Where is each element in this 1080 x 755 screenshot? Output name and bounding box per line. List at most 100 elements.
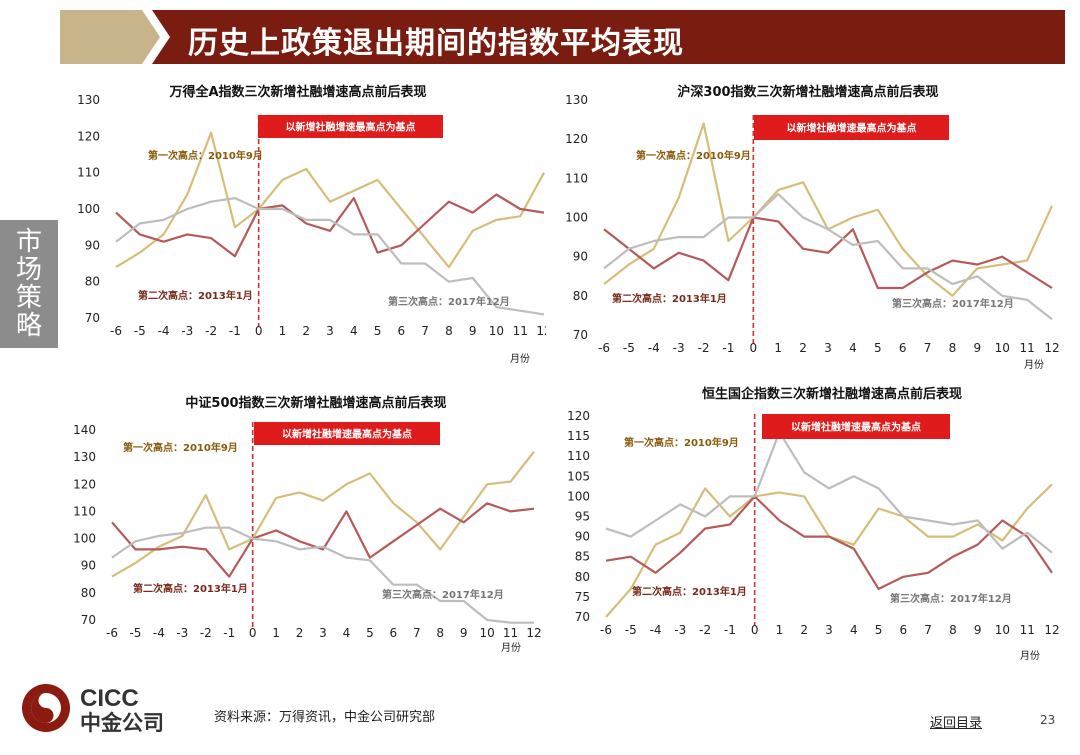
peak-annotation-3: 第三次高点：2017年12月 (382, 588, 504, 601)
y-tick-label: 130 (73, 450, 96, 464)
x-tick-label: 8 (949, 623, 957, 637)
y-tick-label: 120 (77, 129, 100, 143)
x-tick-label: 3 (319, 626, 327, 640)
x-tick-label: 10 (995, 341, 1010, 355)
page-number: 23 (1040, 713, 1056, 727)
x-tick-label: 12 (1044, 623, 1059, 637)
x-tick-label: 5 (374, 324, 382, 338)
y-tick-label: 80 (85, 275, 100, 289)
x-tick-label: 9 (974, 341, 982, 355)
x-tick-label: 0 (751, 623, 759, 637)
y-tick-label: 110 (77, 166, 100, 180)
x-tick-label: -3 (673, 341, 685, 355)
series-line-3 (115, 196, 545, 316)
x-tick-label: 3 (824, 341, 832, 355)
y-tick-label: 120 (73, 477, 96, 491)
series-line-1 (603, 122, 1054, 297)
title-main-shape (152, 10, 1065, 64)
x-tick-label: -3 (674, 623, 686, 637)
x-tick-label: -2 (200, 626, 212, 640)
source-note: 资料来源：万得资讯，中金公司研究部 (214, 710, 436, 725)
x-tick-label: -3 (176, 626, 188, 640)
y-tick-label: 95 (575, 510, 590, 524)
chart-wind-all-a: 万得全A指数三次新增社融增速高点前后表现708090100110120130-6… (77, 84, 546, 365)
x-tick-label: 2 (302, 324, 310, 338)
series-line-3 (111, 526, 534, 624)
y-tick-label: 90 (85, 238, 100, 252)
y-tick-label: 100 (77, 202, 100, 216)
peak-annotation-2: 第二次高点：2013年1月 (133, 582, 248, 595)
x-tick-label: 7 (413, 626, 421, 640)
series-line-2 (111, 502, 535, 578)
x-tick-label: 6 (398, 324, 406, 338)
base-point-banner (254, 422, 440, 445)
base-point-banner (754, 115, 949, 140)
y-tick-label: 80 (575, 570, 590, 584)
base-point-banner (258, 115, 443, 138)
peak-annotation-3: 第三次高点：2017年12月 (890, 592, 1012, 605)
series-line-3 (603, 192, 1053, 321)
y-tick-label: 90 (575, 530, 590, 544)
series-line-2 (605, 495, 1053, 590)
x-tick-label: 11 (1020, 623, 1035, 637)
x-tick-label: 6 (899, 341, 907, 355)
x-tick-label: 7 (924, 623, 932, 637)
side-tab[interactable]: 市场策略 (0, 220, 58, 348)
title-tab-shape (60, 10, 160, 64)
x-tick-label: 5 (366, 626, 374, 640)
x-tick-label: 0 (750, 341, 758, 355)
x-tick-label: 8 (949, 341, 957, 355)
back-to-contents-link[interactable]: 返回目录 (930, 716, 983, 731)
x-tick-label: -6 (598, 341, 610, 355)
peak-annotation-1: 第一次高点：2010年9月 (636, 149, 751, 162)
chart-csi-500: 中证500指数三次新增社融增速高点前后表现7080901001101201301… (73, 395, 542, 654)
side-tab-label: 市场策略 (15, 227, 42, 341)
chart-title: 恒生国企指数三次新增社融增速高点前后表现 (702, 386, 962, 402)
x-axis-label: 月份 (501, 642, 521, 654)
y-tick-label: 70 (81, 613, 96, 627)
x-tick-label: -5 (623, 341, 635, 355)
y-tick-label: 105 (567, 469, 590, 483)
peak-annotation-1: 第一次高点：2010年9月 (123, 441, 238, 454)
y-tick-label: 80 (573, 289, 588, 303)
x-tick-label: -6 (110, 324, 122, 338)
x-tick-label: 2 (800, 623, 808, 637)
base-point-banner-text: 以新增社融增速最高点为基点 (791, 421, 921, 434)
y-tick-label: 120 (567, 409, 590, 423)
x-tick-label: 0 (249, 626, 257, 640)
x-tick-label: 2 (799, 341, 807, 355)
logo-latin: CICC (80, 685, 139, 712)
y-tick-label: 85 (575, 550, 590, 564)
x-tick-label: -4 (158, 324, 170, 338)
x-tick-label: -2 (205, 324, 217, 338)
x-tick-label: -5 (129, 626, 141, 640)
x-tick-label: 6 (390, 626, 398, 640)
x-tick-label: -1 (724, 623, 736, 637)
chart-hang-seng-china: 恒生国企指数三次新增社融增速高点前后表现70758085909510010511… (567, 386, 1060, 662)
x-tick-label: 9 (469, 324, 477, 338)
y-tick-label: 130 (565, 93, 588, 107)
x-tick-label: 7 (924, 341, 932, 355)
y-tick-label: 100 (565, 211, 588, 225)
base-point-banner-text: 以新增社融增速最高点为基点 (286, 121, 416, 134)
x-tick-label: 4 (350, 324, 358, 338)
y-tick-label: 70 (85, 311, 100, 325)
series-line-2 (603, 216, 1053, 290)
series-line-3 (605, 430, 1053, 554)
x-tick-label: 4 (850, 623, 858, 637)
cicc-logo: CICC 中金公司 (20, 682, 200, 735)
x-axis-label: 月份 (1020, 650, 1040, 662)
x-tick-label: -2 (699, 623, 711, 637)
chart-csi-300: 沪深300指数三次新增社融增速高点前后表现708090100110120130-… (565, 84, 1060, 371)
x-tick-label: 8 (436, 626, 444, 640)
x-tick-label: 1 (279, 324, 287, 338)
logo-mark: CICC 中金公司 (22, 684, 164, 735)
y-tick-label: 70 (573, 328, 588, 342)
x-tick-label: 5 (874, 341, 882, 355)
x-tick-label: 4 (849, 341, 857, 355)
x-tick-label: 11 (513, 324, 528, 338)
x-tick-label: 10 (995, 623, 1010, 637)
x-tick-label: -1 (223, 626, 235, 640)
base-point-banner-text: 以新增社融增速最高点为基点 (787, 122, 917, 135)
x-tick-label: -6 (106, 626, 118, 640)
